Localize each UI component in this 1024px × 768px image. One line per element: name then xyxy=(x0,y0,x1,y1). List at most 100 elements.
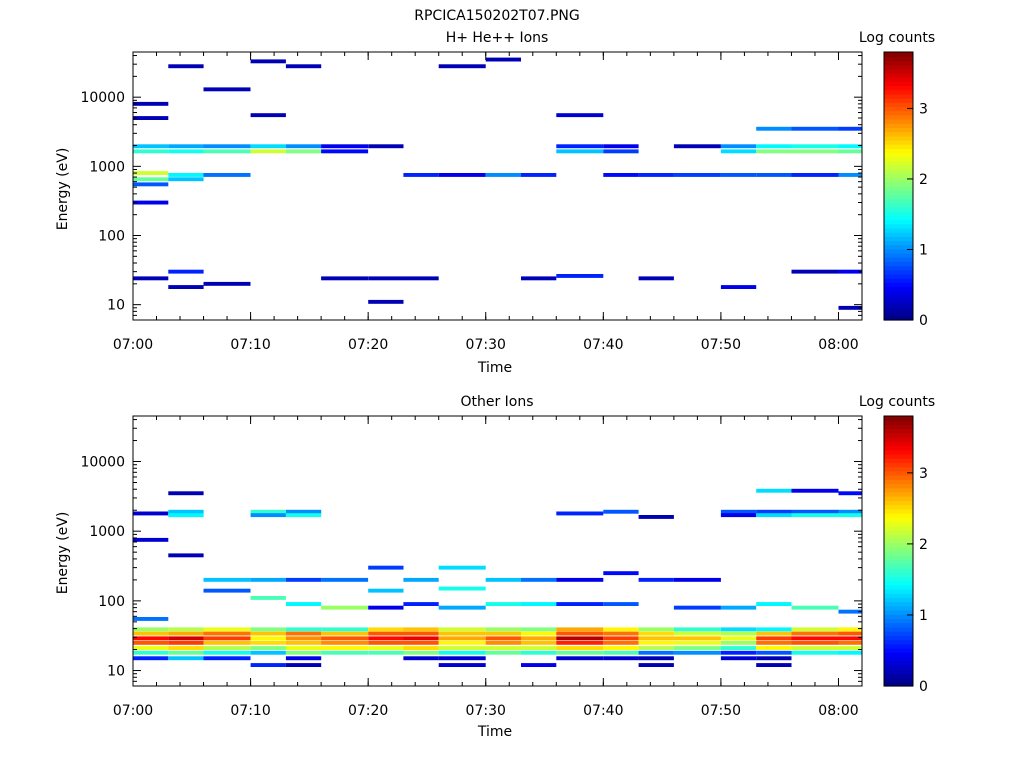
heatmap-cell xyxy=(133,116,169,120)
heatmap-cell xyxy=(403,631,439,636)
colorbar-segment xyxy=(884,131,913,137)
colorbar-segment xyxy=(884,282,913,288)
heatmap-cell xyxy=(168,553,204,558)
heatmap-cell xyxy=(438,586,486,591)
heatmap-cell xyxy=(438,656,486,661)
colorbar-segment xyxy=(884,673,913,679)
colorbar-segment xyxy=(884,487,913,493)
heatmap-cell xyxy=(168,627,204,632)
heatmap-cell xyxy=(521,276,557,281)
x-axis-label: Time xyxy=(477,724,512,740)
heatmap-cell xyxy=(791,640,839,645)
colorbar-segment xyxy=(884,610,913,615)
panel-h-he-ions: H+ He++ Ions Log counts Energy (eV) Time… xyxy=(55,30,935,376)
heatmap-cell xyxy=(521,663,557,667)
heatmap-cell xyxy=(203,144,251,149)
heatmap-cell xyxy=(791,631,839,636)
heatmap-cell xyxy=(638,640,674,645)
heatmap-cell xyxy=(756,631,792,636)
colorbar-segment xyxy=(884,261,913,267)
heatmap-cell xyxy=(250,636,286,641)
x-tick-label: 07:00 xyxy=(113,337,153,353)
heatmap-cell xyxy=(285,149,322,154)
heatmap-cell xyxy=(556,640,604,645)
heatmap-cell xyxy=(603,144,639,149)
heatmap-cell xyxy=(250,577,286,582)
heatmap-cell xyxy=(368,650,404,655)
colorbar-segment xyxy=(884,165,913,170)
heatmap-cell xyxy=(203,577,251,582)
colorbar-segment xyxy=(884,652,913,658)
heatmap-cell xyxy=(321,276,369,281)
colorbar-segment xyxy=(884,60,913,66)
heatmap-cell xyxy=(321,144,369,149)
heatmap-cell xyxy=(838,491,862,496)
heatmap-cell xyxy=(756,126,792,131)
colorbar-frame xyxy=(883,51,914,321)
heatmap-cell xyxy=(133,177,169,182)
colorbar-segment xyxy=(884,273,913,279)
heatmap-cell xyxy=(203,588,251,593)
colorbar-segment xyxy=(884,52,913,57)
heatmap-cell xyxy=(603,509,639,514)
heatmap-cell xyxy=(485,640,521,645)
colorbar-segment xyxy=(884,144,913,149)
colorbar-tick-label: 3 xyxy=(919,101,928,117)
heatmap-cell xyxy=(368,640,404,645)
heatmap-cell xyxy=(403,627,439,632)
colorbar-segment xyxy=(884,551,913,556)
heatmap-cell xyxy=(250,113,286,118)
colorbar-segment xyxy=(884,529,913,535)
spectrogram-plot: 07:00 07:10 07:20 07:30 07:40 07:50 08:00 10 100… xyxy=(80,51,863,353)
colorbar-segment xyxy=(884,593,913,598)
colorbar-segment xyxy=(884,152,913,158)
colorbar-segment xyxy=(884,244,913,250)
heatmap-cell xyxy=(556,656,604,661)
colorbar-segment xyxy=(884,567,913,573)
colorbar-segment xyxy=(884,504,913,510)
colorbar-segment xyxy=(884,169,913,175)
colorbar-segment xyxy=(884,56,913,61)
heatmap-cell xyxy=(521,646,557,650)
heatmap-cell xyxy=(133,636,169,641)
colorbar-segment xyxy=(884,68,913,74)
colorbar-segment xyxy=(884,190,913,195)
heatmap-cell xyxy=(521,650,557,655)
colorbar-segment xyxy=(884,257,913,262)
colorbar-segment xyxy=(884,614,913,620)
heatmap-cell xyxy=(791,126,839,131)
heatmap-cell xyxy=(285,144,322,149)
colorbar: 0 1 2 3 xyxy=(883,415,928,695)
colorbar-segment xyxy=(884,64,913,70)
colorbar-segment xyxy=(884,496,913,501)
heatmap-cell xyxy=(556,511,604,516)
heatmap-cell xyxy=(403,577,439,582)
colorbar-segment xyxy=(884,618,913,624)
x-tick-label: 07:00 xyxy=(113,703,153,719)
colorbar-segment xyxy=(884,534,913,539)
colorbar-segment xyxy=(884,123,913,128)
heatmap-cell xyxy=(521,636,557,641)
colorbar-segment xyxy=(884,127,913,133)
colorbar-segment xyxy=(884,98,913,103)
colorbar-tick-label: 3 xyxy=(919,466,928,482)
colorbar-segment xyxy=(884,248,913,254)
heatmap-cell xyxy=(368,144,404,149)
colorbar-segment xyxy=(884,215,913,221)
heatmap-cell xyxy=(438,636,486,641)
colorbar-segment xyxy=(884,294,913,300)
heatmap-cell xyxy=(485,577,521,582)
colorbar-segment xyxy=(884,240,913,246)
heatmap-cell xyxy=(756,602,792,606)
x-tick-label: 07:10 xyxy=(230,703,270,719)
colorbar-segment xyxy=(884,441,913,447)
heatmap-cell xyxy=(838,509,862,514)
heatmap-cell xyxy=(203,149,251,154)
heatmap-cell xyxy=(756,149,792,154)
panel-title: H+ He++ Ions xyxy=(446,30,549,46)
colorbar-label: Log counts xyxy=(859,394,935,410)
x-tick-label: 07:10 xyxy=(230,337,270,353)
heatmap-cell xyxy=(756,646,792,650)
colorbar-segment xyxy=(884,660,913,666)
heatmap-cell xyxy=(168,636,204,641)
